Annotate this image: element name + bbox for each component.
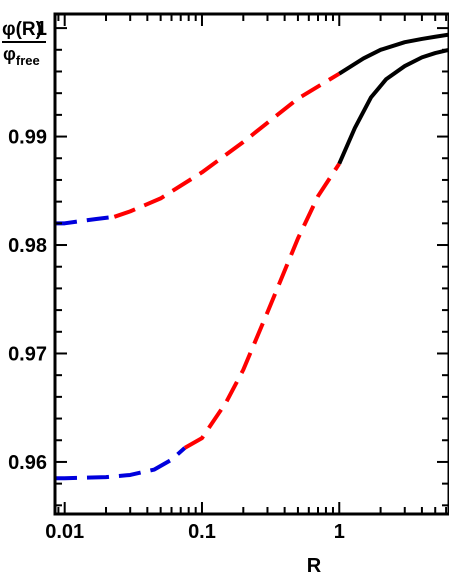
plot-frame xyxy=(53,12,449,516)
y-tick-label: 1 xyxy=(36,18,47,40)
series-1-segment-3-line xyxy=(338,32,449,76)
y-tick-label: 0.97 xyxy=(8,343,47,365)
tick-labels: 0.01 0.1 1 0.96 0.97 0.98 0.99 1 xyxy=(8,18,345,543)
x-tick-label: 0.01 xyxy=(45,521,84,543)
series-2-segment-2-line xyxy=(183,162,341,450)
series-1-segment-1-line xyxy=(55,214,115,226)
y-axis-label-denominator: φfree xyxy=(3,44,40,68)
y-tick-label: 0.99 xyxy=(8,127,47,149)
series-2-segment-1-line xyxy=(55,446,187,481)
axis-ticks xyxy=(55,14,449,514)
x-axis-label: R xyxy=(307,555,322,577)
x-tick-label: 0.1 xyxy=(188,521,216,543)
x-tick-label: 1 xyxy=(334,521,345,543)
y-tick-label: 0.98 xyxy=(8,235,47,257)
series-1-segment-2-line xyxy=(113,71,341,219)
y-axis-label: φ(R) φfree xyxy=(2,19,46,68)
y-tick-label: 0.96 xyxy=(8,452,47,474)
y-axis-label-numerator: φ(R) xyxy=(2,19,42,40)
y-axis-label-subscript: free xyxy=(16,53,40,68)
series-lines xyxy=(55,32,449,481)
series-2-segment-3-line xyxy=(337,47,449,165)
y-axis-label-phi: φ xyxy=(3,44,16,64)
